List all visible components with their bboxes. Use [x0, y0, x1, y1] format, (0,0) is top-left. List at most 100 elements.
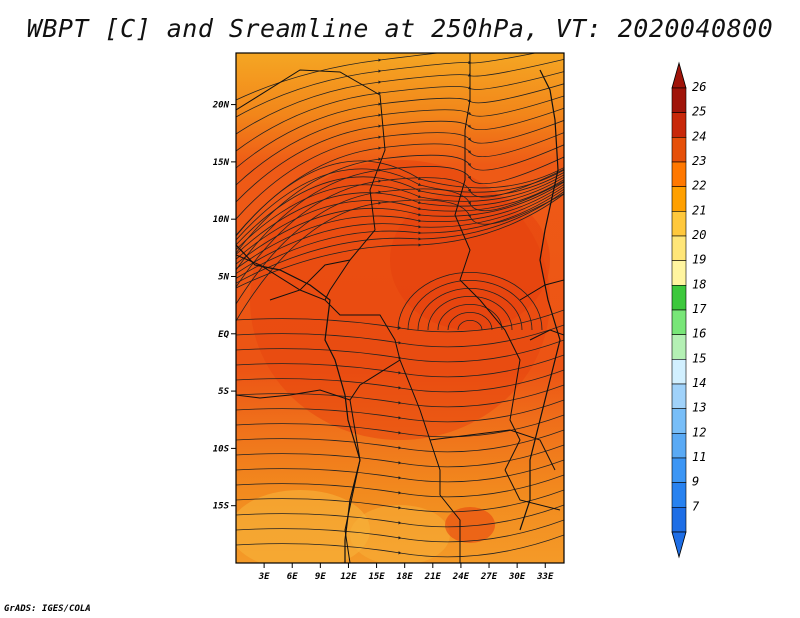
colorbar-label: 16: [692, 327, 706, 341]
colorbar-swatch: [671, 112, 687, 138]
streamline: [236, 95, 564, 186]
colorbar-label: 20: [692, 228, 706, 242]
streamline: [236, 179, 564, 260]
colorbar-label: 25: [692, 105, 706, 119]
colorbar-swatch: [671, 457, 687, 483]
streamline: [236, 191, 564, 284]
warm-region: [445, 507, 495, 543]
streamlines: [236, 53, 564, 558]
streamline: [236, 324, 564, 348]
cooler-region: [236, 490, 370, 563]
streamline: [236, 71, 564, 152]
colorbar-swatch: [671, 383, 687, 409]
warm-region: [250, 160, 550, 440]
lon-tick-label: 27E: [480, 572, 498, 582]
streamline: [236, 519, 564, 543]
longitude-axis: 3E 6E 9E 12E 15E 18E 21E 24E 27E 30E 33E: [258, 563, 554, 582]
lat-tick-label: 5N: [218, 272, 229, 282]
lat-tick-label: 20N: [212, 101, 230, 111]
colorbar-swatch: [671, 507, 687, 533]
lon-tick-label: 9E: [315, 572, 326, 582]
lat-tick-label: 10N: [213, 215, 230, 225]
streamline: [236, 174, 564, 250]
streamline: [427, 296, 513, 331]
streamline: [236, 444, 564, 468]
streamline: [236, 83, 564, 169]
streamline: [236, 474, 564, 498]
colorbar-swatch: [671, 137, 687, 163]
streamline: [236, 53, 472, 101]
streamline: [236, 181, 564, 305]
streamline: [236, 53, 538, 118]
colorbar-swatch: [671, 235, 687, 261]
streamline: [407, 280, 533, 331]
lat-tick-label: 15S: [213, 502, 230, 512]
colorbar-label: 23: [692, 154, 706, 168]
colorbar-swatch: [671, 186, 687, 212]
lat-tick-label: 15N: [213, 158, 230, 168]
grads-credit: GrADS: IGES/COLA: [4, 604, 91, 614]
colorbar-swatch: [671, 260, 687, 286]
colorbar-swatch: [671, 433, 687, 459]
streamline: [236, 399, 564, 423]
streamline: [236, 384, 564, 408]
lon-tick-label: 21E: [424, 572, 442, 582]
lon-tick-label: 33E: [536, 572, 554, 582]
colorbar-label: 9: [692, 475, 699, 489]
streamline: [236, 186, 564, 274]
streamline: [417, 288, 523, 331]
lat-tick-label: 10S: [213, 444, 230, 454]
lon-tick-label: 6E: [287, 572, 298, 582]
lon-tick-label: 15E: [368, 572, 385, 582]
streamline: [236, 132, 564, 237]
streamline: [236, 369, 564, 393]
colorbar-label: 18: [692, 277, 706, 291]
streamline: [236, 489, 564, 513]
lon-tick-label: 18E: [397, 572, 414, 582]
colorbar-swatch: [671, 285, 687, 311]
streamline: [457, 320, 483, 331]
streamline: [236, 414, 564, 438]
lon-tick-label: 3E: [258, 572, 270, 582]
colorbar-label: 26: [692, 80, 706, 94]
colorbar-swatch: [671, 309, 687, 335]
streamline: [236, 504, 564, 528]
colorbar-label: 21: [692, 203, 706, 217]
streamline: [236, 107, 564, 203]
streamline: [236, 144, 564, 254]
streamline: [447, 312, 493, 331]
streamline: [236, 120, 564, 220]
colorbar-label: 12: [692, 425, 706, 439]
streamline: [236, 156, 564, 271]
colorbar-swatch: [671, 211, 687, 237]
colorbar-swatch: [671, 482, 687, 508]
colorbar-label: 22: [692, 179, 706, 193]
streamline: [236, 172, 564, 246]
streamline: [236, 193, 564, 289]
streamline: [236, 534, 564, 558]
lon-tick-label: 24E: [452, 572, 470, 582]
lon-tick-label: 30E: [508, 572, 526, 582]
chart-title: WBPT [C] and Sreamline at 250hPa, VT: 20…: [26, 14, 774, 43]
colorbar-top-arrow: [671, 61, 687, 89]
colorbar-label: 7: [692, 499, 700, 513]
colorbar-label: 13: [692, 401, 706, 415]
colorbar-swatch: [671, 408, 687, 434]
map-frame: [235, 52, 565, 564]
colorbar-label: 24: [692, 129, 706, 143]
colorbar-label: 14: [692, 376, 706, 390]
latitude-axis: 20N 15N 10N 5N EQ 5S 10S 15S: [212, 101, 236, 512]
colorbar-label: 17: [692, 302, 707, 316]
streamline: [236, 59, 564, 135]
cooler-region: [350, 505, 450, 563]
colorbar-swatch: [671, 87, 687, 113]
colorbar-swatch: [671, 334, 687, 360]
streamline: [236, 168, 564, 241]
streamline: [236, 459, 564, 483]
lon-tick-label: 12E: [340, 572, 357, 582]
lat-tick-label: EQ: [218, 330, 229, 340]
streamline: [437, 304, 503, 331]
colorbar-bottom-arrow: [671, 531, 687, 559]
colorbar-swatch: [671, 359, 687, 385]
lat-tick-label: 5S: [218, 387, 229, 397]
